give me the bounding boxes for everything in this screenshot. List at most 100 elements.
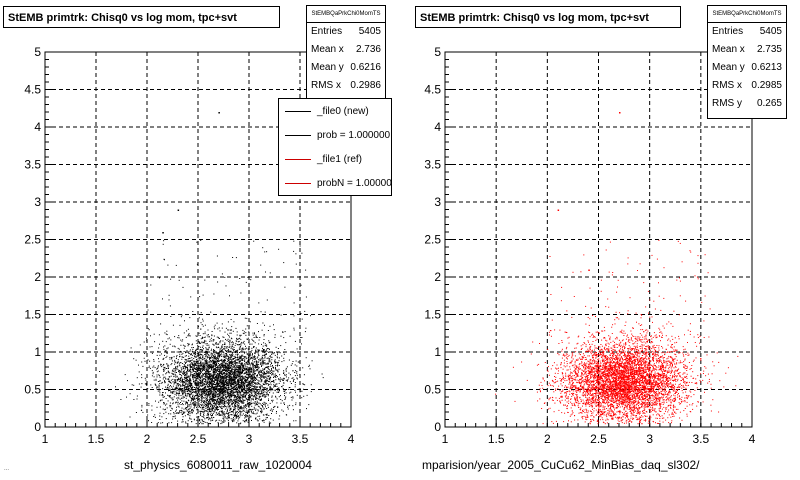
left-scatter-point xyxy=(264,403,266,405)
left-scatter-point xyxy=(213,371,215,373)
left-scatter-point xyxy=(156,354,158,356)
left-scatter-point xyxy=(171,372,173,374)
left-scatter-point xyxy=(213,370,214,372)
left-scatter-point xyxy=(271,352,273,354)
left-scatter-point xyxy=(235,388,237,390)
left-scatter-point xyxy=(248,390,250,392)
left-scatter-point xyxy=(235,415,237,416)
left-scatter-point xyxy=(229,394,231,396)
left-scatter-point xyxy=(227,393,229,395)
left-scatter-point xyxy=(295,360,297,362)
left-scatter-point xyxy=(185,421,187,423)
left-scatter-point xyxy=(186,410,188,412)
left-scatter-point xyxy=(224,416,226,418)
left-scatter-point xyxy=(177,401,179,403)
left-scatter-point xyxy=(250,402,252,404)
left-scatter-point xyxy=(234,379,236,381)
left-scatter-point xyxy=(223,391,225,392)
left-scatter-point xyxy=(252,363,254,365)
left-scatter-point xyxy=(218,367,220,369)
left-scatter-point xyxy=(222,336,224,338)
left-scatter-point xyxy=(230,356,232,358)
left-scatter-point xyxy=(279,352,281,354)
left-scatter-point xyxy=(252,353,253,355)
left-scatter-point xyxy=(231,369,233,371)
left-scatter-point xyxy=(238,386,240,388)
left-scatter-point xyxy=(250,416,252,418)
left-scatter-point xyxy=(233,408,235,410)
left-scatter-point xyxy=(209,411,211,413)
left-scatter-point xyxy=(248,359,249,360)
left-scatter-point xyxy=(175,374,177,376)
left-scatter-point xyxy=(212,369,214,371)
left-scatter-point xyxy=(232,421,233,423)
left-scatter-point xyxy=(223,388,225,390)
left-scatter-point xyxy=(228,412,230,414)
left-scatter-point xyxy=(224,355,226,357)
left-scatter-point xyxy=(186,376,188,378)
left-scatter-point xyxy=(224,399,226,401)
left-scatter-point xyxy=(226,370,228,372)
left-scatter-point xyxy=(205,361,207,363)
left-scatter-point xyxy=(207,414,209,416)
left-scatter-point xyxy=(250,382,252,384)
left-scatter-point xyxy=(197,390,199,392)
left-scatter-point xyxy=(220,378,222,380)
left-scatter-point xyxy=(231,352,233,354)
left-scatter-point xyxy=(209,394,211,396)
left-scatter-point xyxy=(172,378,174,380)
left-scatter-point xyxy=(212,372,214,374)
left-scatter-point xyxy=(181,393,183,395)
left-scatter-point xyxy=(230,377,232,379)
left-scatter-point xyxy=(256,390,258,392)
left-scatter-point xyxy=(237,355,238,357)
left-scatter-point xyxy=(275,361,277,363)
left-scatter-point xyxy=(184,415,186,417)
left-scatter-point xyxy=(225,363,227,365)
left-scatter-point xyxy=(258,398,260,400)
left-scatter-point xyxy=(198,391,200,393)
left-scatter-point xyxy=(195,352,196,354)
left-scatter-point xyxy=(252,356,254,358)
left-scatter-point xyxy=(182,381,184,383)
left-scatter-point xyxy=(140,409,142,411)
left-scatter-point xyxy=(227,358,229,360)
left-scatter-point xyxy=(262,350,264,352)
left-scatter-point xyxy=(165,398,167,399)
left-scatter-point xyxy=(231,380,233,382)
left-scatter-point xyxy=(220,423,222,425)
left-scatter-point xyxy=(217,400,219,402)
left-scatter-point xyxy=(280,402,282,404)
left-scatter-point xyxy=(191,363,193,365)
left-scatter-point xyxy=(266,348,268,350)
left-scatter-point xyxy=(219,370,221,372)
left-scatter-point xyxy=(276,369,278,371)
left-scatter-point xyxy=(239,372,241,374)
left-scatter-point xyxy=(262,363,264,364)
left-scatter-point xyxy=(229,344,231,346)
left-scatter-point xyxy=(238,393,240,395)
left-scatter-point xyxy=(243,399,245,401)
left-scatter-point xyxy=(248,359,250,361)
left-scatter-point xyxy=(240,363,242,365)
left-scatter-point xyxy=(261,366,262,367)
left-scatter-point xyxy=(236,364,238,366)
left-scatter-point xyxy=(249,403,251,405)
left-scatter-point xyxy=(203,412,205,414)
left-scatter-point xyxy=(207,390,209,392)
left-scatter-point xyxy=(231,346,232,348)
left-scatter-point xyxy=(234,371,236,373)
left-scatter-point xyxy=(210,398,212,400)
left-scatter-point xyxy=(221,382,223,384)
left-scatter-point xyxy=(228,365,230,367)
left-scatter-point xyxy=(233,381,235,382)
left-scatter-point xyxy=(238,391,240,393)
left-scatter-point xyxy=(205,348,207,350)
left-scatter-point xyxy=(224,405,226,407)
left-scatter-point xyxy=(184,355,186,357)
left-scatter-point xyxy=(244,378,246,380)
left-scatter-point xyxy=(189,377,191,379)
left-scatter-point xyxy=(177,366,179,368)
left-scatter-point xyxy=(203,383,205,384)
left-scatter-point xyxy=(214,371,216,373)
